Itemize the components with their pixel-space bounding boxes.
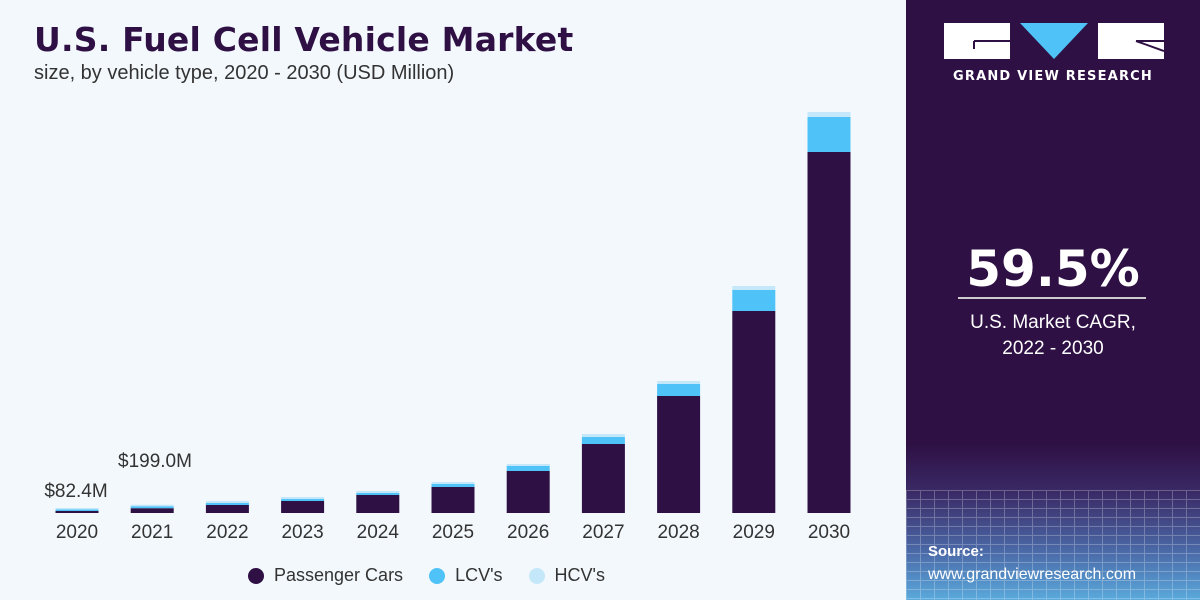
bar-2020-series-0 <box>55 511 99 513</box>
legend-item-hcv: HCV's <box>528 565 605 586</box>
bar-2029-series-2 <box>732 286 776 290</box>
x-tick-label: 2027 <box>582 522 624 543</box>
brand-name: GRAND VIEW RESEARCH <box>952 69 1153 84</box>
chart-subtitle: size, by vehicle type, 2020 - 2030 (USD … <box>34 62 455 84</box>
bar-2030-series-1 <box>807 117 851 152</box>
legend-item-lcv: LCV's <box>429 565 503 586</box>
x-tick-label: 2020 <box>56 522 98 543</box>
legend-label: LCV's <box>455 565 503 585</box>
x-tick-label: 2022 <box>206 522 248 543</box>
legend-swatch <box>528 567 545 584</box>
legend-item-passenger-cars: Passenger Cars <box>248 565 403 586</box>
x-tick-label: 2025 <box>432 522 474 543</box>
bar-2028-series-0 <box>657 396 701 513</box>
x-tick-label: 2024 <box>357 522 400 543</box>
bar-2028-series-1 <box>657 384 701 396</box>
bar-2029-series-1 <box>732 290 776 311</box>
x-tick-label: 2030 <box>808 522 850 543</box>
cagr-label-line-2: 2022 - 2030 <box>1002 338 1104 359</box>
bar-2024-series-2 <box>356 491 400 493</box>
bar-2025-series-2 <box>431 482 475 484</box>
x-tick-label: 2026 <box>507 522 549 543</box>
data-label-2021: $199.0M <box>118 451 192 472</box>
bar-2029-series-0 <box>732 311 776 513</box>
bar-2028-series-2 <box>657 381 701 384</box>
bar-2025-series-1 <box>431 484 475 487</box>
x-tick-label: 2028 <box>657 522 699 543</box>
bar-2026-series-0 <box>506 471 550 513</box>
x-tick-label: 2029 <box>733 522 775 543</box>
bar-2023-series-0 <box>281 501 325 513</box>
bar-2026-series-2 <box>506 464 550 466</box>
legend-swatch <box>429 567 446 584</box>
bar-2024-series-1 <box>356 493 400 495</box>
legend-swatch <box>248 567 264 584</box>
bar-2027-series-2 <box>581 434 625 437</box>
bar-2027-series-0 <box>581 444 625 513</box>
legend-label: HCV's <box>554 565 605 585</box>
source-link[interactable]: www.grandviewresearch.com <box>928 566 1137 583</box>
x-tick-label: 2021 <box>131 522 173 543</box>
bar-2020-series-2 <box>55 508 99 510</box>
cagr-label: U.S. Market CAGR, 2022 - 2030 <box>906 310 1200 362</box>
bar-2026-series-1 <box>506 466 550 471</box>
bar-2023-series-1 <box>281 499 325 501</box>
bar-2021-series-1 <box>130 506 174 509</box>
data-label-2020: $82.4M <box>44 481 107 502</box>
cagr-value: 59.5% <box>966 240 1140 298</box>
source-label: Source: <box>928 543 984 560</box>
bar-chart: 2020 2021 2022 2023 2024 2025 2026 2027 2028 2029… <box>44 112 851 543</box>
bar-2030-series-2 <box>807 112 851 117</box>
chart-title: U.S. Fuel Cell Vehicle Market <box>34 20 574 59</box>
side-panel: GRAND VIEW RESEARCH 59.5% U.S. Market CA… <box>906 0 1200 600</box>
legend-label: Passenger Cars <box>274 565 404 585</box>
bar-2023-series-2 <box>281 497 325 499</box>
legend: Passenger Cars LCV's HCV's <box>248 565 605 586</box>
divider <box>958 297 1146 299</box>
bar-2030-series-0 <box>807 152 851 513</box>
bar-2022-series-0 <box>205 505 249 513</box>
bar-2021-series-2 <box>130 504 174 507</box>
x-tick-label: 2023 <box>281 522 323 543</box>
bar-2020-series-1 <box>55 509 99 511</box>
bar-2021-series-0 <box>130 508 174 513</box>
bar-2025-series-0 <box>431 487 475 513</box>
grand-view-research-logo <box>944 23 1164 59</box>
grid-decoration <box>906 490 1200 600</box>
cagr-label-line-1: U.S. Market CAGR, <box>970 312 1136 333</box>
bar-2027-series-1 <box>581 437 625 444</box>
bar-2024-series-0 <box>356 495 400 513</box>
bar-2022-series-1 <box>205 503 249 505</box>
bar-2022-series-2 <box>205 501 249 503</box>
